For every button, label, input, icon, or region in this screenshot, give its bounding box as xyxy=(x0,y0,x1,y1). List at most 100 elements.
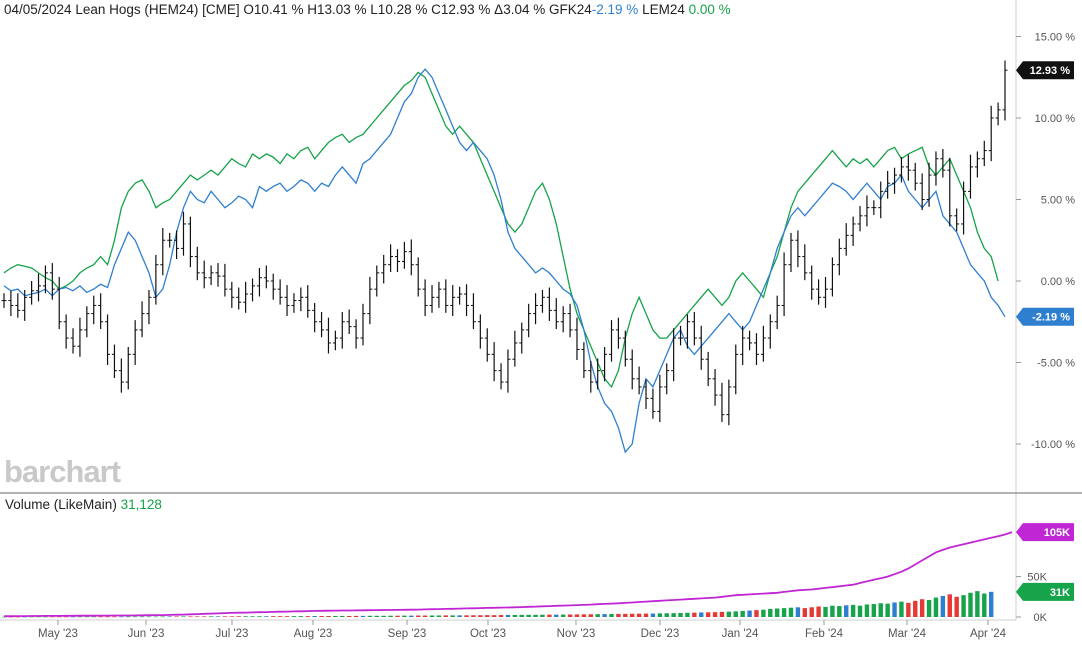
volume-bar xyxy=(968,592,973,617)
volume-bar xyxy=(402,615,407,617)
volume-bar xyxy=(685,612,690,617)
volume-bar xyxy=(291,616,297,617)
volume-bar xyxy=(422,615,428,617)
volume-bar xyxy=(160,616,165,618)
volume-bar xyxy=(333,615,338,617)
volume-bar xyxy=(899,601,904,617)
volume-bar xyxy=(926,600,932,617)
volume-bar xyxy=(326,616,331,617)
volume-bar xyxy=(664,613,669,617)
volume-bar xyxy=(761,609,766,617)
x-tick-label: Feb '24 xyxy=(805,628,844,640)
vol-y-tick-label: 0K xyxy=(1034,612,1048,624)
volume-bar xyxy=(505,614,511,617)
volume-tag: 31K xyxy=(1016,582,1074,601)
volume-bar xyxy=(940,595,946,617)
volume-bar xyxy=(554,614,559,617)
y-tick-label: 10.00 % xyxy=(1035,113,1076,125)
volume-bar xyxy=(271,616,276,617)
vol-y-tick-label: 50K xyxy=(1027,572,1047,584)
volume-bar xyxy=(947,594,952,617)
volume-bar xyxy=(533,614,538,617)
volume-bar xyxy=(443,615,449,617)
volume-bar xyxy=(933,597,939,617)
x-tick-label: Aug '23 xyxy=(294,628,333,640)
volume-bar xyxy=(36,616,41,618)
volume-bar xyxy=(712,612,718,617)
volume-bar xyxy=(257,616,262,617)
line-lem24 xyxy=(3,71,999,389)
line-gfk24 xyxy=(3,68,1006,454)
volume-bar xyxy=(222,616,228,617)
volume-bar xyxy=(850,604,856,617)
volume-bar xyxy=(471,615,476,617)
volume-bar xyxy=(547,614,552,617)
volume-bar xyxy=(961,595,966,617)
volume-bar xyxy=(264,616,269,617)
volume-bar xyxy=(733,611,738,617)
volume-bar xyxy=(91,616,96,618)
header-cmp2-label: LEM24 xyxy=(642,2,685,17)
volume-bar xyxy=(112,616,117,618)
lem24-tag-text: 0.00 % xyxy=(1036,0,1070,3)
gfk24-tag: -2.19 % xyxy=(1016,307,1074,326)
volume-bar xyxy=(450,615,455,617)
volume-bar xyxy=(346,615,352,617)
volume-bar xyxy=(781,608,787,617)
volume-bar xyxy=(809,607,814,617)
y-tick-label: 5.00 % xyxy=(1041,195,1075,207)
volume-bar xyxy=(84,616,90,618)
volume-bar xyxy=(457,615,462,617)
volume-bar xyxy=(429,615,435,617)
volume-bar xyxy=(837,606,842,617)
header-change: Δ3.04 % xyxy=(494,2,546,17)
volume-bar xyxy=(119,616,124,618)
volume-bar xyxy=(906,602,911,617)
volume-bar xyxy=(844,605,849,617)
volume-bar xyxy=(416,615,421,617)
volume-bar xyxy=(229,616,235,617)
last-price-tag-text: 12.93 % xyxy=(1030,65,1071,77)
volume-bar xyxy=(43,616,48,618)
barchart-logo: barchart xyxy=(4,454,121,489)
volume-bar xyxy=(105,616,110,618)
x-tick-label: Jan '24 xyxy=(722,628,759,640)
volume-bar xyxy=(754,610,759,617)
volume-bar xyxy=(305,616,310,617)
volume-bar xyxy=(153,616,159,618)
volume-bar xyxy=(29,616,34,618)
volume-value: 31,128 xyxy=(120,497,162,512)
volume-bar xyxy=(768,608,773,617)
volume-label: Volume xyxy=(5,497,51,512)
volume-bar xyxy=(747,610,752,617)
header-date: 04/05/2024 xyxy=(4,2,72,17)
oi-tag: 105K xyxy=(1016,523,1074,542)
volume-bar xyxy=(436,615,442,617)
volume-bar xyxy=(388,615,393,617)
last-price-tag-shape xyxy=(1016,61,1074,80)
volume-bar xyxy=(816,606,821,617)
volume-bar xyxy=(595,614,600,617)
x-tick-label: Jun '23 xyxy=(128,628,165,640)
volume-bar xyxy=(250,616,255,617)
volume-bar xyxy=(485,615,490,617)
volume-bar xyxy=(636,613,642,617)
volume-bar xyxy=(50,616,55,618)
volume-bar xyxy=(139,616,145,618)
volume-bar xyxy=(167,616,172,618)
volume-bar xyxy=(478,615,483,617)
volume-bar xyxy=(630,613,635,617)
volume-bar xyxy=(657,613,663,617)
x-tick-label: Sep '23 xyxy=(388,628,427,640)
volume-bar xyxy=(857,605,863,617)
volume-bar xyxy=(871,604,877,617)
volume-bar xyxy=(519,614,524,617)
volume-bar xyxy=(705,612,711,617)
volume-bar xyxy=(913,600,918,617)
y-tick-label: 15.00 % xyxy=(1035,32,1076,44)
volume-bar xyxy=(692,612,697,617)
volume-bar xyxy=(560,614,566,617)
volume-bar xyxy=(643,613,649,617)
volume-bar xyxy=(574,614,580,617)
